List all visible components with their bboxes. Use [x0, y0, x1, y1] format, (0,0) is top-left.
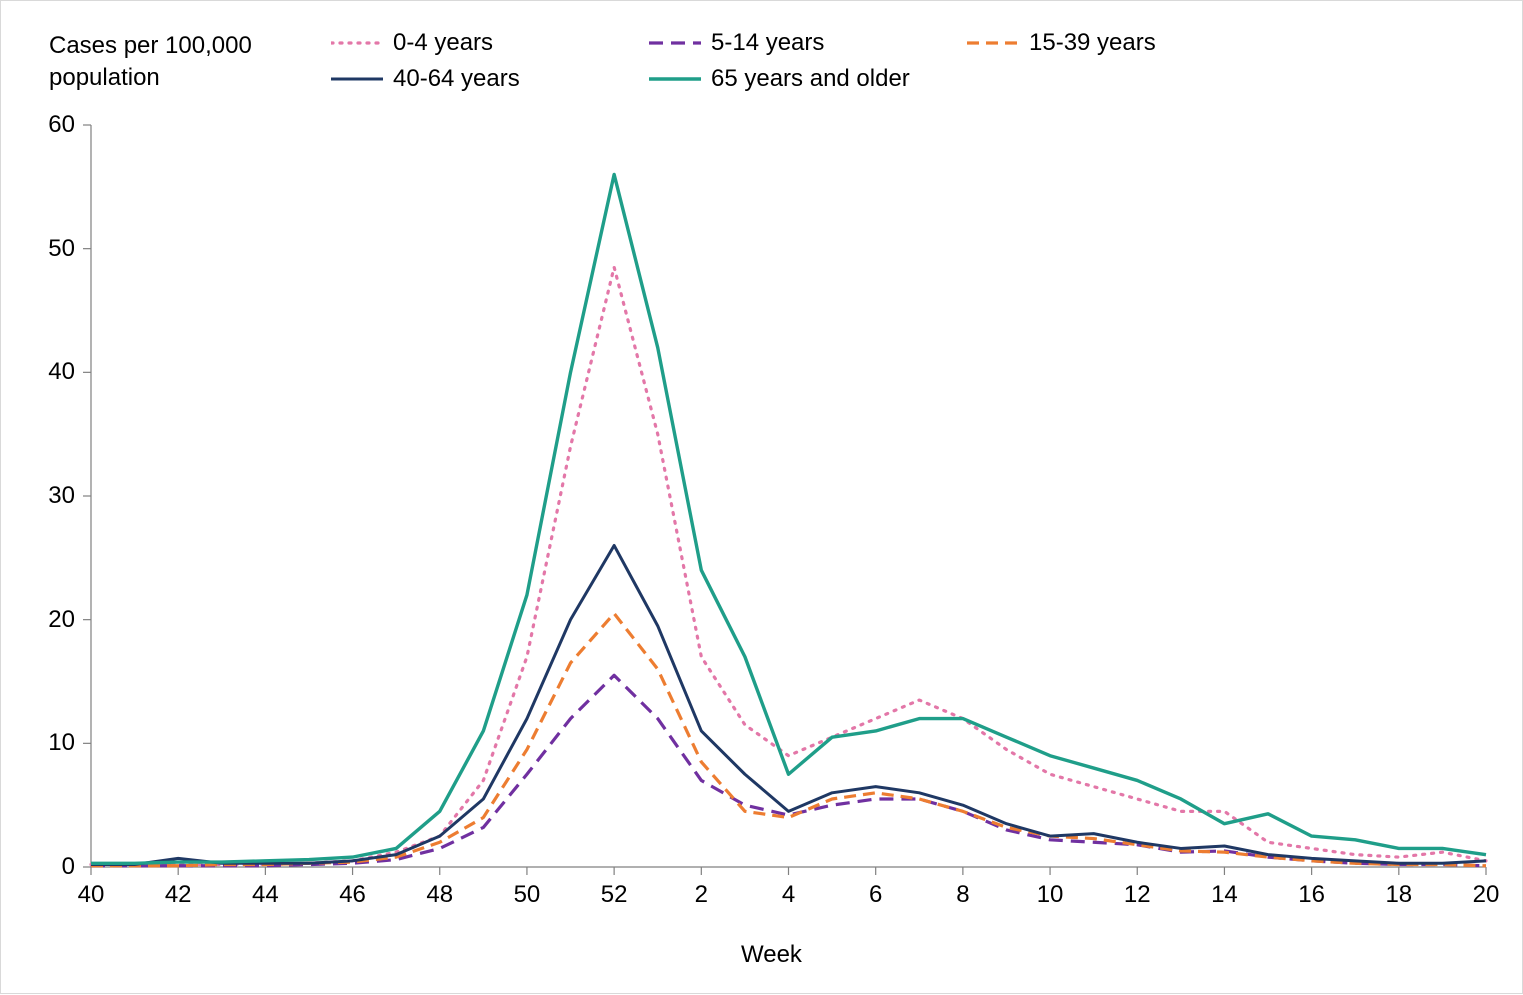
x-tick-label: 4 [782, 881, 795, 909]
x-tick-label: 10 [1037, 881, 1064, 909]
x-tick-label: 6 [869, 881, 882, 909]
x-tick-label: 20 [1473, 881, 1500, 909]
y-tick-label: 60 [48, 111, 75, 139]
plot-area [1, 1, 1523, 995]
x-tick-label: 40 [78, 881, 105, 909]
y-tick-label: 50 [48, 235, 75, 263]
x-tick-label: 44 [252, 881, 279, 909]
series-15-39-years [91, 613, 1486, 865]
x-tick-label: 50 [514, 881, 541, 909]
chart-container: Cases per 100,000 population 0-4 years5-… [0, 0, 1523, 994]
x-tick-label: 48 [426, 881, 453, 909]
y-tick-label: 40 [48, 358, 75, 386]
y-tick-label: 10 [48, 729, 75, 757]
x-tick-label: 12 [1124, 881, 1151, 909]
x-tick-label: 46 [339, 881, 366, 909]
x-axis-title: Week [741, 941, 802, 969]
x-tick-label: 18 [1385, 881, 1412, 909]
y-tick-label: 20 [48, 606, 75, 634]
series-65-years-and-older [91, 174, 1486, 863]
y-tick-label: 30 [48, 482, 75, 510]
x-tick-label: 14 [1211, 881, 1238, 909]
x-tick-label: 8 [956, 881, 969, 909]
y-tick-label: 0 [62, 853, 75, 881]
x-tick-label: 16 [1298, 881, 1325, 909]
x-tick-label: 52 [601, 881, 628, 909]
x-tick-label: 2 [695, 881, 708, 909]
x-tick-label: 42 [165, 881, 192, 909]
